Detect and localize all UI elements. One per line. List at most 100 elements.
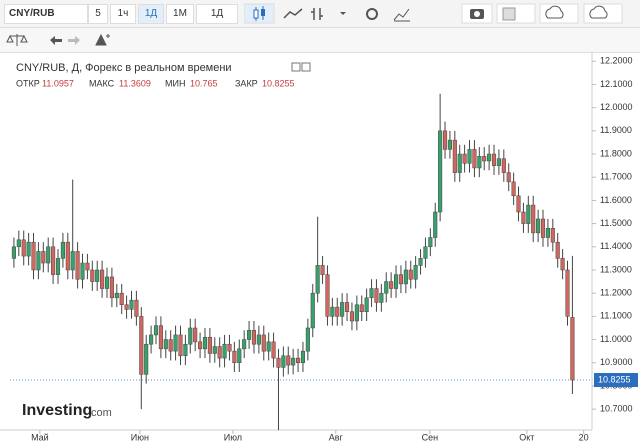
candle-body — [149, 334, 154, 345]
candle-body — [222, 343, 227, 359]
candle-body — [217, 346, 222, 359]
candle-body — [364, 297, 369, 312]
candle-body — [384, 281, 389, 294]
low-value: 10.765 — [190, 78, 218, 88]
y-tick-label: 10.9000 — [600, 357, 633, 367]
candle-body — [291, 357, 296, 366]
candle-body — [389, 281, 394, 289]
y-tick-label: 11.5000 — [600, 218, 632, 228]
candle-body — [560, 258, 565, 271]
candle-body — [516, 195, 521, 213]
y-tick-label: 12.0000 — [600, 102, 633, 112]
candle-body — [21, 239, 26, 257]
candle-body — [300, 350, 306, 363]
interval-button[interactable]: 1М — [166, 4, 194, 24]
x-tick-label: Сен — [422, 432, 439, 442]
candle-body — [183, 343, 188, 357]
candle-body — [462, 153, 467, 164]
compare-icon[interactable] — [6, 34, 28, 46]
candle-body — [70, 251, 75, 271]
candle-body — [403, 269, 408, 285]
candle-body — [531, 204, 536, 234]
candle-body — [452, 139, 457, 173]
candle-body — [261, 334, 266, 352]
candle-body — [242, 339, 247, 350]
candle-body — [555, 241, 560, 259]
candle-body — [90, 269, 95, 282]
x-tick-label: 20 — [579, 432, 589, 442]
candle-body — [173, 334, 178, 352]
candle-body — [310, 292, 315, 329]
bar-icon[interactable] — [311, 8, 323, 20]
candle-body — [433, 211, 438, 238]
candle-body — [207, 336, 212, 354]
chart: 10.700010.800010.900011.000011.100011.20… — [0, 52, 638, 442]
dropdown-icon[interactable] — [340, 12, 346, 15]
candle-body — [119, 292, 124, 306]
y-tick-label: 11.2000 — [600, 288, 632, 298]
candle-body — [335, 306, 340, 317]
candle-body — [202, 336, 208, 350]
redo-icon[interactable] — [68, 36, 80, 45]
indicator-icon[interactable] — [393, 8, 410, 22]
settings-icon[interactable] — [366, 8, 378, 20]
candle-body — [521, 211, 526, 224]
y-tick-label: 12.2000 — [600, 56, 633, 66]
candle-body — [540, 218, 546, 238]
legend-title: CNY/RUB, Д, Форекс в реальном времени — [16, 62, 232, 74]
candle-body — [193, 327, 198, 343]
legend-button[interactable] — [301, 62, 311, 72]
candle-body — [129, 299, 134, 310]
candle-body — [124, 304, 129, 310]
candle-body — [281, 355, 286, 368]
legend-button[interactable] — [291, 62, 301, 72]
candle-body — [496, 158, 501, 166]
icon — [253, 9, 259, 19]
draw-icon[interactable] — [95, 33, 110, 46]
candle-body — [75, 251, 80, 280]
candle-body — [41, 251, 46, 264]
candle-body — [428, 237, 433, 248]
interval-button[interactable]: 1ч — [110, 4, 136, 24]
candle-body — [330, 306, 335, 317]
candle-body — [114, 292, 119, 299]
interval-button[interactable]: 5 — [88, 4, 108, 24]
candle-body — [447, 139, 452, 150]
open-label: ОТКР — [16, 78, 40, 88]
symbol-box[interactable]: CNY/RUB — [4, 4, 88, 24]
candle-body — [477, 156, 482, 169]
candle-body — [550, 227, 555, 243]
candle-body — [104, 276, 110, 289]
y-tick-label: 11.1000 — [600, 311, 632, 321]
candle-body — [144, 343, 149, 375]
candle-body — [36, 251, 41, 271]
candle-body — [139, 316, 144, 375]
candle-body — [438, 130, 443, 213]
candle-body — [232, 350, 237, 363]
legend: CNY/RUB, Д, Форекс в реальном времени ОТ… — [16, 62, 311, 88]
candle-body — [296, 357, 301, 363]
candle-body — [286, 355, 291, 366]
logo: Investing — [22, 402, 92, 419]
candle-body — [237, 348, 242, 363]
x-tick-label: Июн — [131, 432, 149, 442]
candle-type-button[interactable] — [244, 3, 275, 24]
candle-body — [100, 269, 105, 289]
candle-body — [345, 302, 350, 312]
low-label: МИН — [165, 78, 185, 88]
candle-body — [526, 204, 531, 224]
undo-icon[interactable] — [50, 36, 62, 45]
candle-body — [276, 357, 281, 368]
candle-body — [227, 343, 232, 352]
line-icon[interactable] — [283, 8, 303, 19]
candle-body — [501, 158, 506, 173]
interval-button[interactable]: 1Д — [138, 4, 164, 24]
candle-body — [413, 265, 418, 280]
candle-body — [442, 130, 448, 150]
candle-body — [163, 339, 168, 350]
interval-dropdown[interactable]: 1Д — [196, 4, 238, 24]
candle-body — [55, 258, 61, 275]
y-tick-label: 11.6000 — [600, 195, 632, 205]
toolbar-icons — [244, 3, 623, 24]
icon — [474, 11, 480, 17]
